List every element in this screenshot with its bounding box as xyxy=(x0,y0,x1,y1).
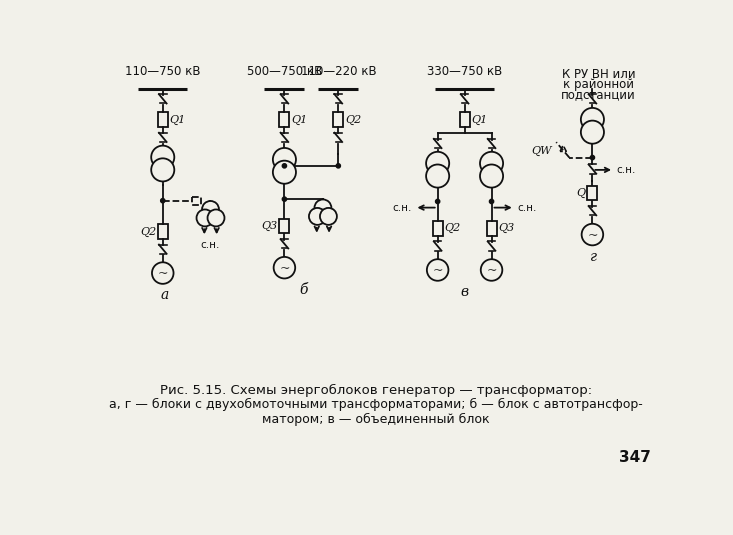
Circle shape xyxy=(152,262,174,284)
Text: к районной: к районной xyxy=(563,78,634,91)
Text: б: б xyxy=(299,283,308,297)
Text: 330—750 кВ: 330—750 кВ xyxy=(427,65,502,78)
Text: Q1: Q1 xyxy=(291,114,307,125)
Text: Q3: Q3 xyxy=(498,223,515,233)
Text: ~: ~ xyxy=(279,262,290,275)
Circle shape xyxy=(481,259,502,281)
Text: ~: ~ xyxy=(432,264,443,277)
Circle shape xyxy=(480,152,503,175)
Text: К РУ ВН или: К РУ ВН или xyxy=(561,68,636,81)
Text: ~: ~ xyxy=(158,268,168,280)
Bar xyxy=(432,221,443,236)
Circle shape xyxy=(320,208,337,225)
Text: QW: QW xyxy=(531,147,552,156)
Circle shape xyxy=(581,108,604,131)
Text: 347: 347 xyxy=(619,450,651,465)
Circle shape xyxy=(196,210,213,226)
Circle shape xyxy=(336,164,340,168)
Text: а, г — блоки с двухобмоточными трансформаторами; б — блок с автотрансфор-
маторо: а, г — блоки с двухобмоточными трансформ… xyxy=(108,398,643,426)
Circle shape xyxy=(427,259,449,281)
Bar xyxy=(158,112,168,127)
Text: 110—220 кВ: 110—220 кВ xyxy=(301,65,376,78)
Text: Q1: Q1 xyxy=(471,114,487,125)
Circle shape xyxy=(480,164,503,188)
Bar xyxy=(279,219,290,233)
Text: Q1: Q1 xyxy=(169,114,185,125)
Circle shape xyxy=(581,120,604,144)
Circle shape xyxy=(490,200,493,203)
Text: Рис. 5.15. Схемы энергоблоков генератор — трансформатор:: Рис. 5.15. Схемы энергоблоков генератор … xyxy=(160,384,592,397)
Text: с.н.: с.н. xyxy=(201,240,220,250)
Text: в: в xyxy=(460,285,468,300)
Circle shape xyxy=(435,200,440,203)
Circle shape xyxy=(426,152,449,175)
Bar xyxy=(158,224,168,239)
Text: а: а xyxy=(161,288,169,302)
Circle shape xyxy=(314,200,331,216)
Text: Q2: Q2 xyxy=(345,114,361,125)
Text: Q2: Q2 xyxy=(140,226,156,236)
Text: ~: ~ xyxy=(587,229,597,242)
Text: 500—750 кВ: 500—750 кВ xyxy=(247,65,322,78)
Bar xyxy=(460,112,470,127)
Text: 110—750 кВ: 110—750 кВ xyxy=(125,65,201,78)
Circle shape xyxy=(151,146,174,169)
Text: с.н.: с.н. xyxy=(517,203,537,212)
Text: с.н.: с.н. xyxy=(393,203,412,212)
Text: Q3: Q3 xyxy=(262,221,278,231)
Text: Q2: Q2 xyxy=(444,223,460,233)
Circle shape xyxy=(151,158,174,181)
Text: подстанции: подстанции xyxy=(561,88,636,101)
Circle shape xyxy=(161,199,165,203)
Circle shape xyxy=(273,257,295,278)
Circle shape xyxy=(273,148,296,171)
Bar xyxy=(192,197,202,204)
Text: ~: ~ xyxy=(486,264,497,277)
Circle shape xyxy=(426,164,449,188)
Bar xyxy=(487,221,496,236)
Text: с.н.: с.н. xyxy=(616,165,636,175)
Text: Q: Q xyxy=(577,188,586,198)
Bar xyxy=(587,186,597,200)
Text: г: г xyxy=(591,250,597,264)
Circle shape xyxy=(282,164,287,168)
Circle shape xyxy=(591,156,594,159)
Circle shape xyxy=(309,208,326,225)
Circle shape xyxy=(207,210,224,226)
Bar xyxy=(279,112,290,127)
Bar xyxy=(334,112,343,127)
Circle shape xyxy=(273,160,296,184)
Circle shape xyxy=(202,201,219,218)
Circle shape xyxy=(582,224,603,246)
Circle shape xyxy=(282,197,287,201)
